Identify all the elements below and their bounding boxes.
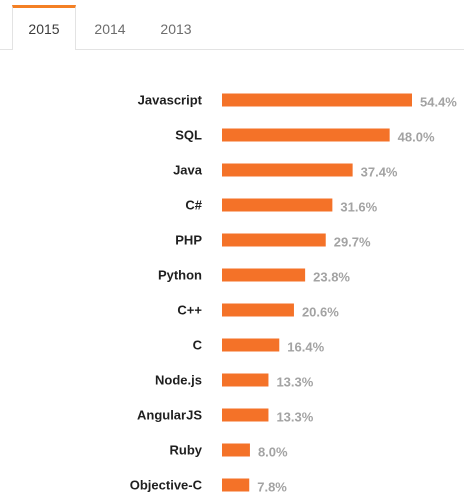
bar-ruby: [222, 443, 250, 457]
value-label-php: 29.7%: [334, 235, 371, 250]
category-label-objective-c: Objective-C: [130, 478, 203, 493]
bar-python: [222, 268, 306, 282]
category-label-php: PHP: [175, 233, 202, 248]
bar-sql: [222, 128, 390, 142]
bar-java: [222, 163, 353, 177]
bar-php: [222, 233, 326, 247]
value-label-c: 16.4%: [287, 340, 324, 355]
category-label-javascript: Javascript: [138, 93, 203, 108]
value-label-sql: 48.0%: [398, 130, 435, 145]
category-label-angularjs: AngularJS: [137, 408, 202, 423]
category-label-ruby: Ruby: [170, 443, 203, 458]
category-label-cplusplus: C++: [177, 303, 202, 318]
value-label-csharp: 31.6%: [340, 200, 377, 215]
year-tabs: 2015 2014 2013: [0, 0, 464, 50]
value-label-objective-c: 7.8%: [257, 480, 287, 495]
category-label-java: Java: [173, 163, 203, 178]
value-label-java: 37.4%: [361, 165, 398, 180]
value-label-ruby: 8.0%: [258, 445, 288, 460]
technology-bar-chart: Javascript 54.4% SQL 48.0% Java 37.4% C# 31.6% P…: [130, 93, 458, 495]
value-label-cplusplus: 20.6%: [302, 305, 339, 320]
tab-2015[interactable]: 2015: [12, 5, 76, 50]
category-label-csharp: C#: [185, 198, 202, 213]
bar-javascript: [222, 93, 412, 107]
bar-c: [222, 338, 280, 352]
bar-node-js: [222, 373, 269, 387]
bar-objective-c: [222, 478, 250, 492]
bar-angularjs: [222, 408, 269, 422]
category-label-python: Python: [158, 268, 202, 283]
tab-2013[interactable]: 2013: [160, 21, 192, 37]
value-label-angularjs: 13.3%: [276, 410, 313, 425]
value-label-python: 23.8%: [313, 270, 350, 285]
category-label-sql: SQL: [175, 128, 202, 143]
bar-csharp: [222, 198, 333, 212]
category-label-node-js: Node.js: [155, 373, 202, 388]
category-label-c: C: [193, 338, 203, 353]
value-label-javascript: 54.4%: [420, 95, 457, 110]
tab-divider: [0, 49, 464, 50]
value-label-node-js: 13.3%: [276, 375, 313, 390]
tab-2014[interactable]: 2014: [94, 21, 126, 37]
bar-cplusplus: [222, 303, 294, 317]
